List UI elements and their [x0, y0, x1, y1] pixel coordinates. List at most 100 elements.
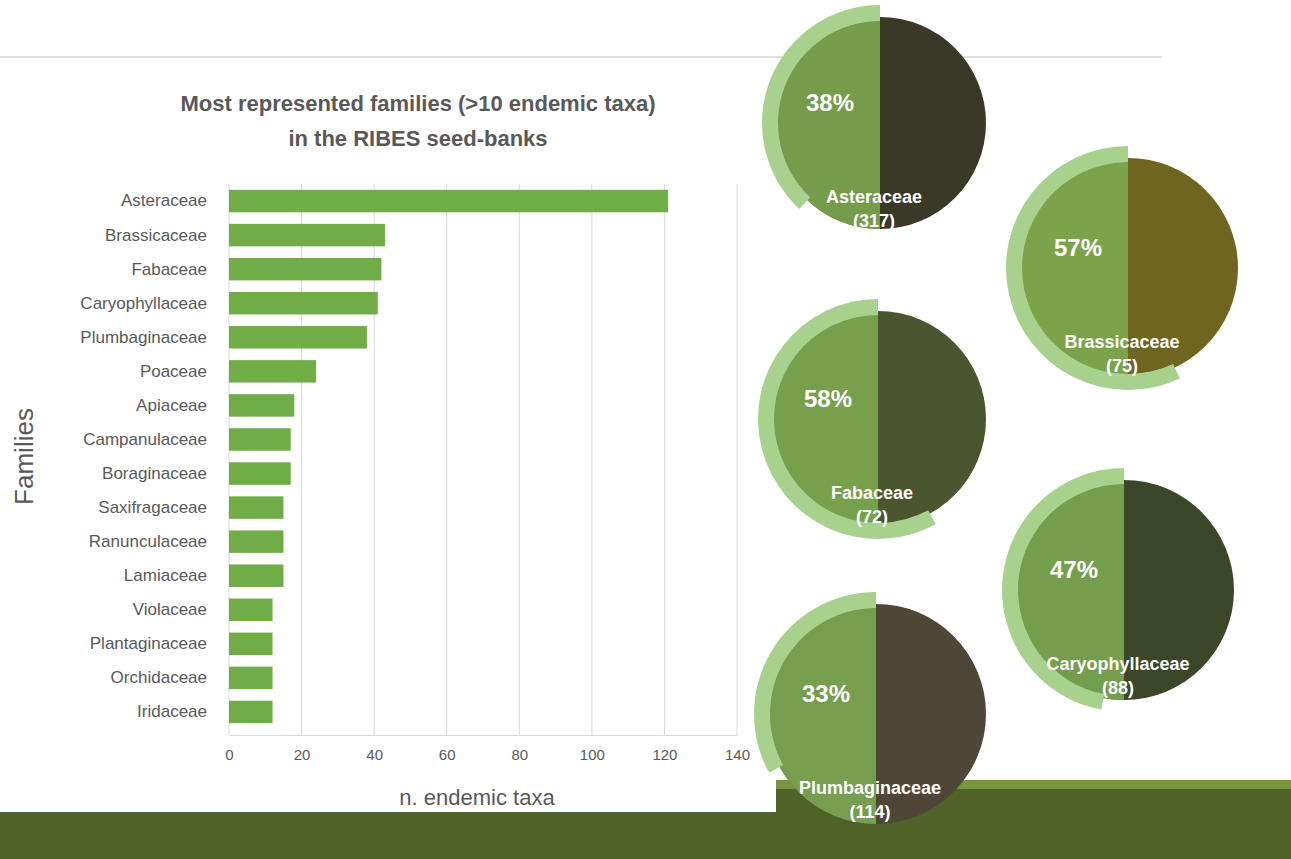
y-tick: Orchidaceae	[111, 668, 207, 687]
bar	[229, 326, 367, 348]
y-tick: Campanulaceae	[83, 430, 207, 449]
x-tick-label: 0	[225, 746, 233, 763]
x-tick: 20	[294, 735, 311, 763]
badge-family: Caryophyllaceae	[1046, 654, 1189, 674]
y-tick-label: Plumbaginaceae	[80, 328, 207, 347]
y-tick: Saxifragaceae	[98, 498, 207, 517]
y-tick-label: Plantaginaceae	[90, 634, 207, 653]
badge-arc	[762, 5, 880, 209]
x-tick: 140	[725, 735, 750, 763]
y-tick: Poaceae	[140, 362, 207, 381]
y-tick: Iridaceae	[137, 702, 207, 721]
y-tick: Violaceae	[133, 600, 207, 619]
y-tick-label: Lamiaceae	[124, 566, 207, 585]
badge-arc	[758, 299, 936, 539]
y-tick-label: Saxifragaceae	[98, 498, 207, 517]
badge-family: Brassicaceae	[1064, 332, 1179, 352]
x-tick-label: 100	[580, 746, 605, 763]
badge-arc	[1006, 146, 1180, 390]
bar	[229, 428, 291, 450]
grid-line	[591, 184, 592, 735]
bar	[229, 667, 273, 689]
badge-family: Asteraceae	[826, 187, 922, 207]
badge-total: (317)	[853, 211, 895, 231]
bar	[229, 496, 283, 518]
bar	[229, 224, 385, 246]
y-tick: Apiaceae	[136, 396, 207, 415]
y-tick-label: Ranunculaceae	[89, 532, 207, 551]
y-tick-label: Orchidaceae	[111, 668, 207, 687]
x-tick-label: 20	[294, 746, 311, 763]
x-tick: 120	[652, 735, 677, 763]
bar	[229, 258, 381, 280]
bar	[229, 190, 668, 212]
y-axis-title: Families	[9, 408, 39, 505]
badge-percent: 38%	[806, 89, 854, 116]
y-tick: Ranunculaceae	[89, 532, 207, 551]
y-tick: Caryophyllaceae	[80, 294, 207, 313]
badge-total: (88)	[1102, 678, 1134, 698]
grid	[229, 184, 737, 735]
y-axis: Asteraceae Brassicaceae Fabaceae Caryophyll…	[80, 191, 207, 721]
chart-title: Most represented families (>10 endemic t…	[180, 91, 655, 151]
y-tick-label: Boraginaceae	[102, 464, 207, 483]
bar	[229, 599, 273, 621]
grid-line	[519, 184, 520, 735]
badge-percent: 33%	[802, 680, 850, 707]
badge: 47% Caryophyllaceae (88)	[1002, 468, 1234, 710]
y-tick: Asteraceae	[121, 191, 207, 210]
y-tick-label: Asteraceae	[121, 191, 207, 210]
x-tick: 100	[580, 735, 605, 763]
y-tick-label: Fabaceae	[131, 260, 207, 279]
y-tick-label: Caryophyllaceae	[80, 294, 207, 313]
y-tick-label: Campanulaceae	[83, 430, 207, 449]
y-tick: Plantaginaceae	[90, 634, 207, 653]
badge: 33% Plumbaginaceae (114)	[754, 592, 986, 824]
badge-total: (72)	[856, 507, 888, 527]
bar	[229, 530, 283, 552]
badge-total: (114)	[849, 802, 890, 822]
bar	[229, 633, 273, 655]
x-tick: 80	[511, 735, 528, 763]
y-tick: Plumbaginaceae	[80, 328, 207, 347]
x-axis-line	[230, 735, 738, 736]
x-tick-label: 140	[725, 746, 750, 763]
x-tick: 0	[225, 735, 233, 763]
bar	[229, 564, 283, 586]
x-tick-label: 60	[439, 746, 456, 763]
x-tick-label: 40	[366, 746, 383, 763]
badge: 57% Brassicaceae (75)	[1006, 146, 1238, 390]
y-tick: Brassicaceae	[105, 226, 207, 245]
badge-arc	[754, 592, 876, 773]
footer-band	[0, 812, 1291, 859]
bar	[229, 360, 316, 382]
bar	[229, 701, 273, 723]
x-tick: 60	[439, 735, 456, 763]
x-tick-label: 80	[511, 746, 528, 763]
badge-percent: 57%	[1054, 234, 1102, 261]
badge: 38% Asteraceae (317)	[762, 5, 986, 231]
y-tick: Lamiaceae	[124, 566, 207, 585]
x-tick-label: 120	[652, 746, 677, 763]
bar	[229, 292, 378, 314]
grid-line	[446, 184, 447, 735]
badge-total: (75)	[1106, 356, 1138, 376]
grid-line	[664, 184, 665, 735]
badge-percent: 47%	[1050, 556, 1098, 583]
y-tick: Boraginaceae	[102, 464, 207, 483]
y-tick-label: Brassicaceae	[105, 226, 207, 245]
badge-family: Fabaceae	[831, 483, 913, 503]
y-tick-label: Iridaceae	[137, 702, 207, 721]
badge-percent: 58%	[804, 385, 852, 412]
y-tick: Fabaceae	[131, 260, 207, 279]
top-rule	[0, 57, 1162, 58]
y-tick-label: Apiaceae	[136, 396, 207, 415]
x-axis: 0 20 40 60 80 100 120 140	[225, 735, 750, 763]
y-tick-label: Poaceae	[140, 362, 207, 381]
bars	[229, 190, 668, 723]
bar	[229, 394, 294, 416]
bar	[229, 462, 291, 484]
badge: 58% Fabaceae (72)	[758, 299, 986, 539]
x-tick: 40	[366, 735, 383, 763]
badge-family: Plumbaginaceae	[799, 778, 941, 798]
